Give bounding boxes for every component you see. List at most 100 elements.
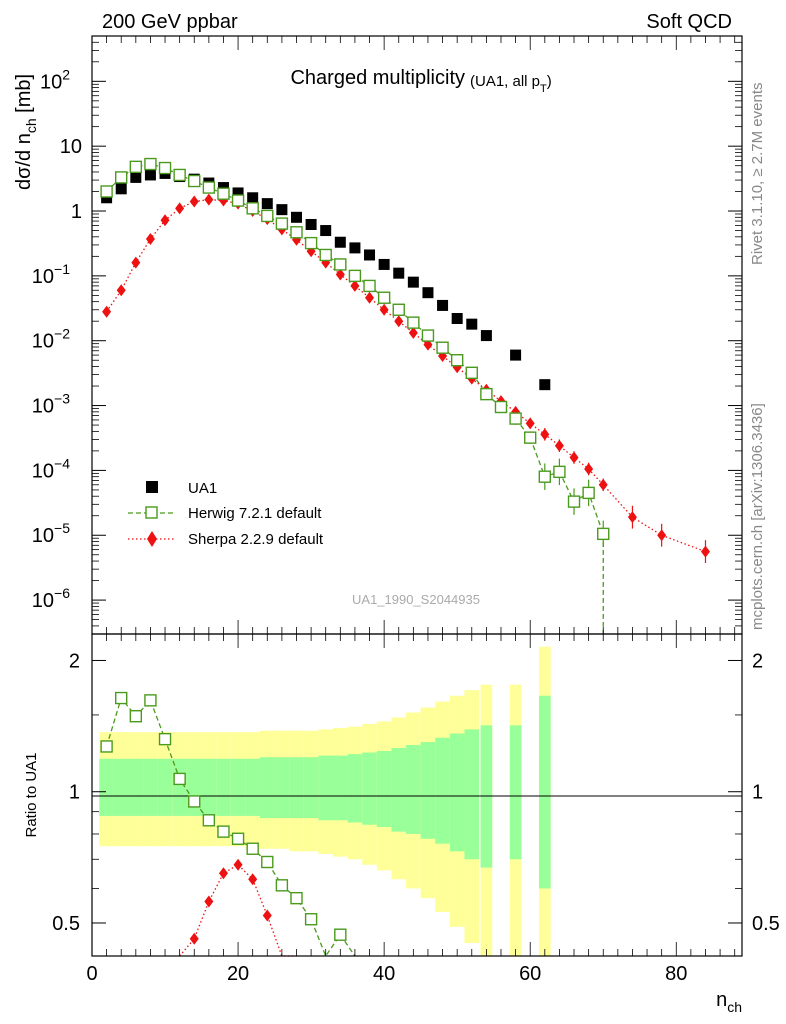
stat-band [420,742,436,839]
plot-title: Charged multiplicity [290,67,465,89]
herwig-point [275,217,289,230]
herwig-ratio-point [115,691,128,705]
ua1-point [101,192,113,204]
herwig-ratio-point [202,814,216,827]
herwig-point [261,209,274,223]
stat-band [128,758,144,816]
herwig-point [115,171,128,184]
stat-band [172,758,187,816]
stat-band [362,752,377,825]
sherpa-point [131,256,141,269]
y-tick-label: 102 [40,66,70,93]
stat-band [99,758,114,816]
x-tick-label: 60 [519,963,541,985]
y-tick-label: 10−3 [32,391,70,418]
stat-band [449,733,465,852]
herwig-point [421,329,435,342]
sherpa-point [657,529,667,542]
sherpa-ratio-point [189,932,199,945]
legend-marker-sherpa [147,531,157,547]
legend-marker-ua1 [146,481,158,493]
herwig-point [392,303,405,316]
y-tick-label: 10−2 [32,326,70,353]
herwig-point [567,495,581,508]
herwig-point [407,316,420,329]
herwig-point [538,470,552,483]
sherpa-point [584,463,594,476]
sherpa-point [350,279,360,292]
ua1-point [451,313,463,325]
y-tick-label: 10−6 [32,585,70,612]
y-axis-label: dσ/d nch [mb] [13,74,39,190]
herwig-point [348,269,362,283]
ua1-point [320,225,332,237]
ua1-point [130,171,142,183]
stat-band [216,758,231,816]
stat-band [274,757,290,819]
ua1-point [480,330,492,342]
ua1-point [378,258,390,270]
analysis-watermark: UA1_1990_S2044935 [352,592,480,607]
stat-band [303,757,319,819]
ua1-point [466,318,478,330]
stat-band [113,758,129,816]
x-tick-label: 80 [665,963,687,985]
plot-subtitle: (UA1, all pT) [470,73,552,95]
legend-label-sherpa: Sherpa 2.2.9 default [188,531,324,548]
ratio-panel: 0.5 0.51 12 20 20 40 60 80 Ratio to UA1 nch [23,633,780,1015]
ua1-point [144,169,156,181]
stat-band [318,755,334,821]
ratio-y-tick-label-right: 0.5 [752,913,780,935]
herwig-ratio-point [173,772,186,786]
sherpa-point [379,303,389,316]
herwig-ratio-point [188,795,201,808]
stat-band [391,747,407,832]
y-tick-label: 10−5 [32,520,70,547]
herwig-point [582,486,595,500]
mcplots-label: mcplots.cern.ch [arXiv:1306.3436] [749,403,766,630]
x-tick-label: 0 [86,963,97,985]
herwig-ratio-point [100,740,113,753]
herwig-ratio-point [231,832,245,845]
herwig-point [246,202,259,215]
herwig-point [553,465,566,479]
ua1-point [510,349,522,361]
legend-label-herwig: Herwig 7.2.1 default [188,505,322,522]
stat-band [157,758,173,816]
sherpa-point [116,284,126,297]
herwig-point [231,194,245,207]
legend-marker-herwig [145,506,158,519]
ua1-point [276,204,288,216]
sherpa-ratio-point [218,867,228,880]
herwig-ratio-point [261,855,274,869]
herwig-ratio-point [275,879,289,892]
sherpa-point [598,478,608,491]
ratio-y-tick-label-right: 2 [752,650,763,672]
sherpa-point [145,233,155,246]
herwig-point [129,160,143,174]
herwig-point [304,236,318,250]
herwig-point [450,354,464,367]
sherpa-point [540,428,550,441]
herwig-ratio-point [144,694,157,707]
stat-band [245,758,260,816]
x-tick-label: 20 [227,963,249,985]
ua1-point [393,267,405,279]
sherpa-point [160,214,170,227]
herwig-point [100,185,113,198]
ua1-point [349,242,361,254]
herwig-point [524,431,537,444]
stat-band [406,744,421,834]
header-left: 200 GeV ppbar [102,11,238,33]
sherpa-ratio-point [248,873,258,886]
stat-band [333,755,348,821]
sherpa-line [106,198,706,553]
herwig-point [202,181,216,194]
header-right: Soft QCD [646,11,732,33]
herwig-point [363,279,376,293]
herwig-point [173,168,186,182]
ua1-point [437,299,449,311]
stat-band [201,758,217,816]
sherpa-point [700,545,710,558]
ua1-point [261,198,273,210]
